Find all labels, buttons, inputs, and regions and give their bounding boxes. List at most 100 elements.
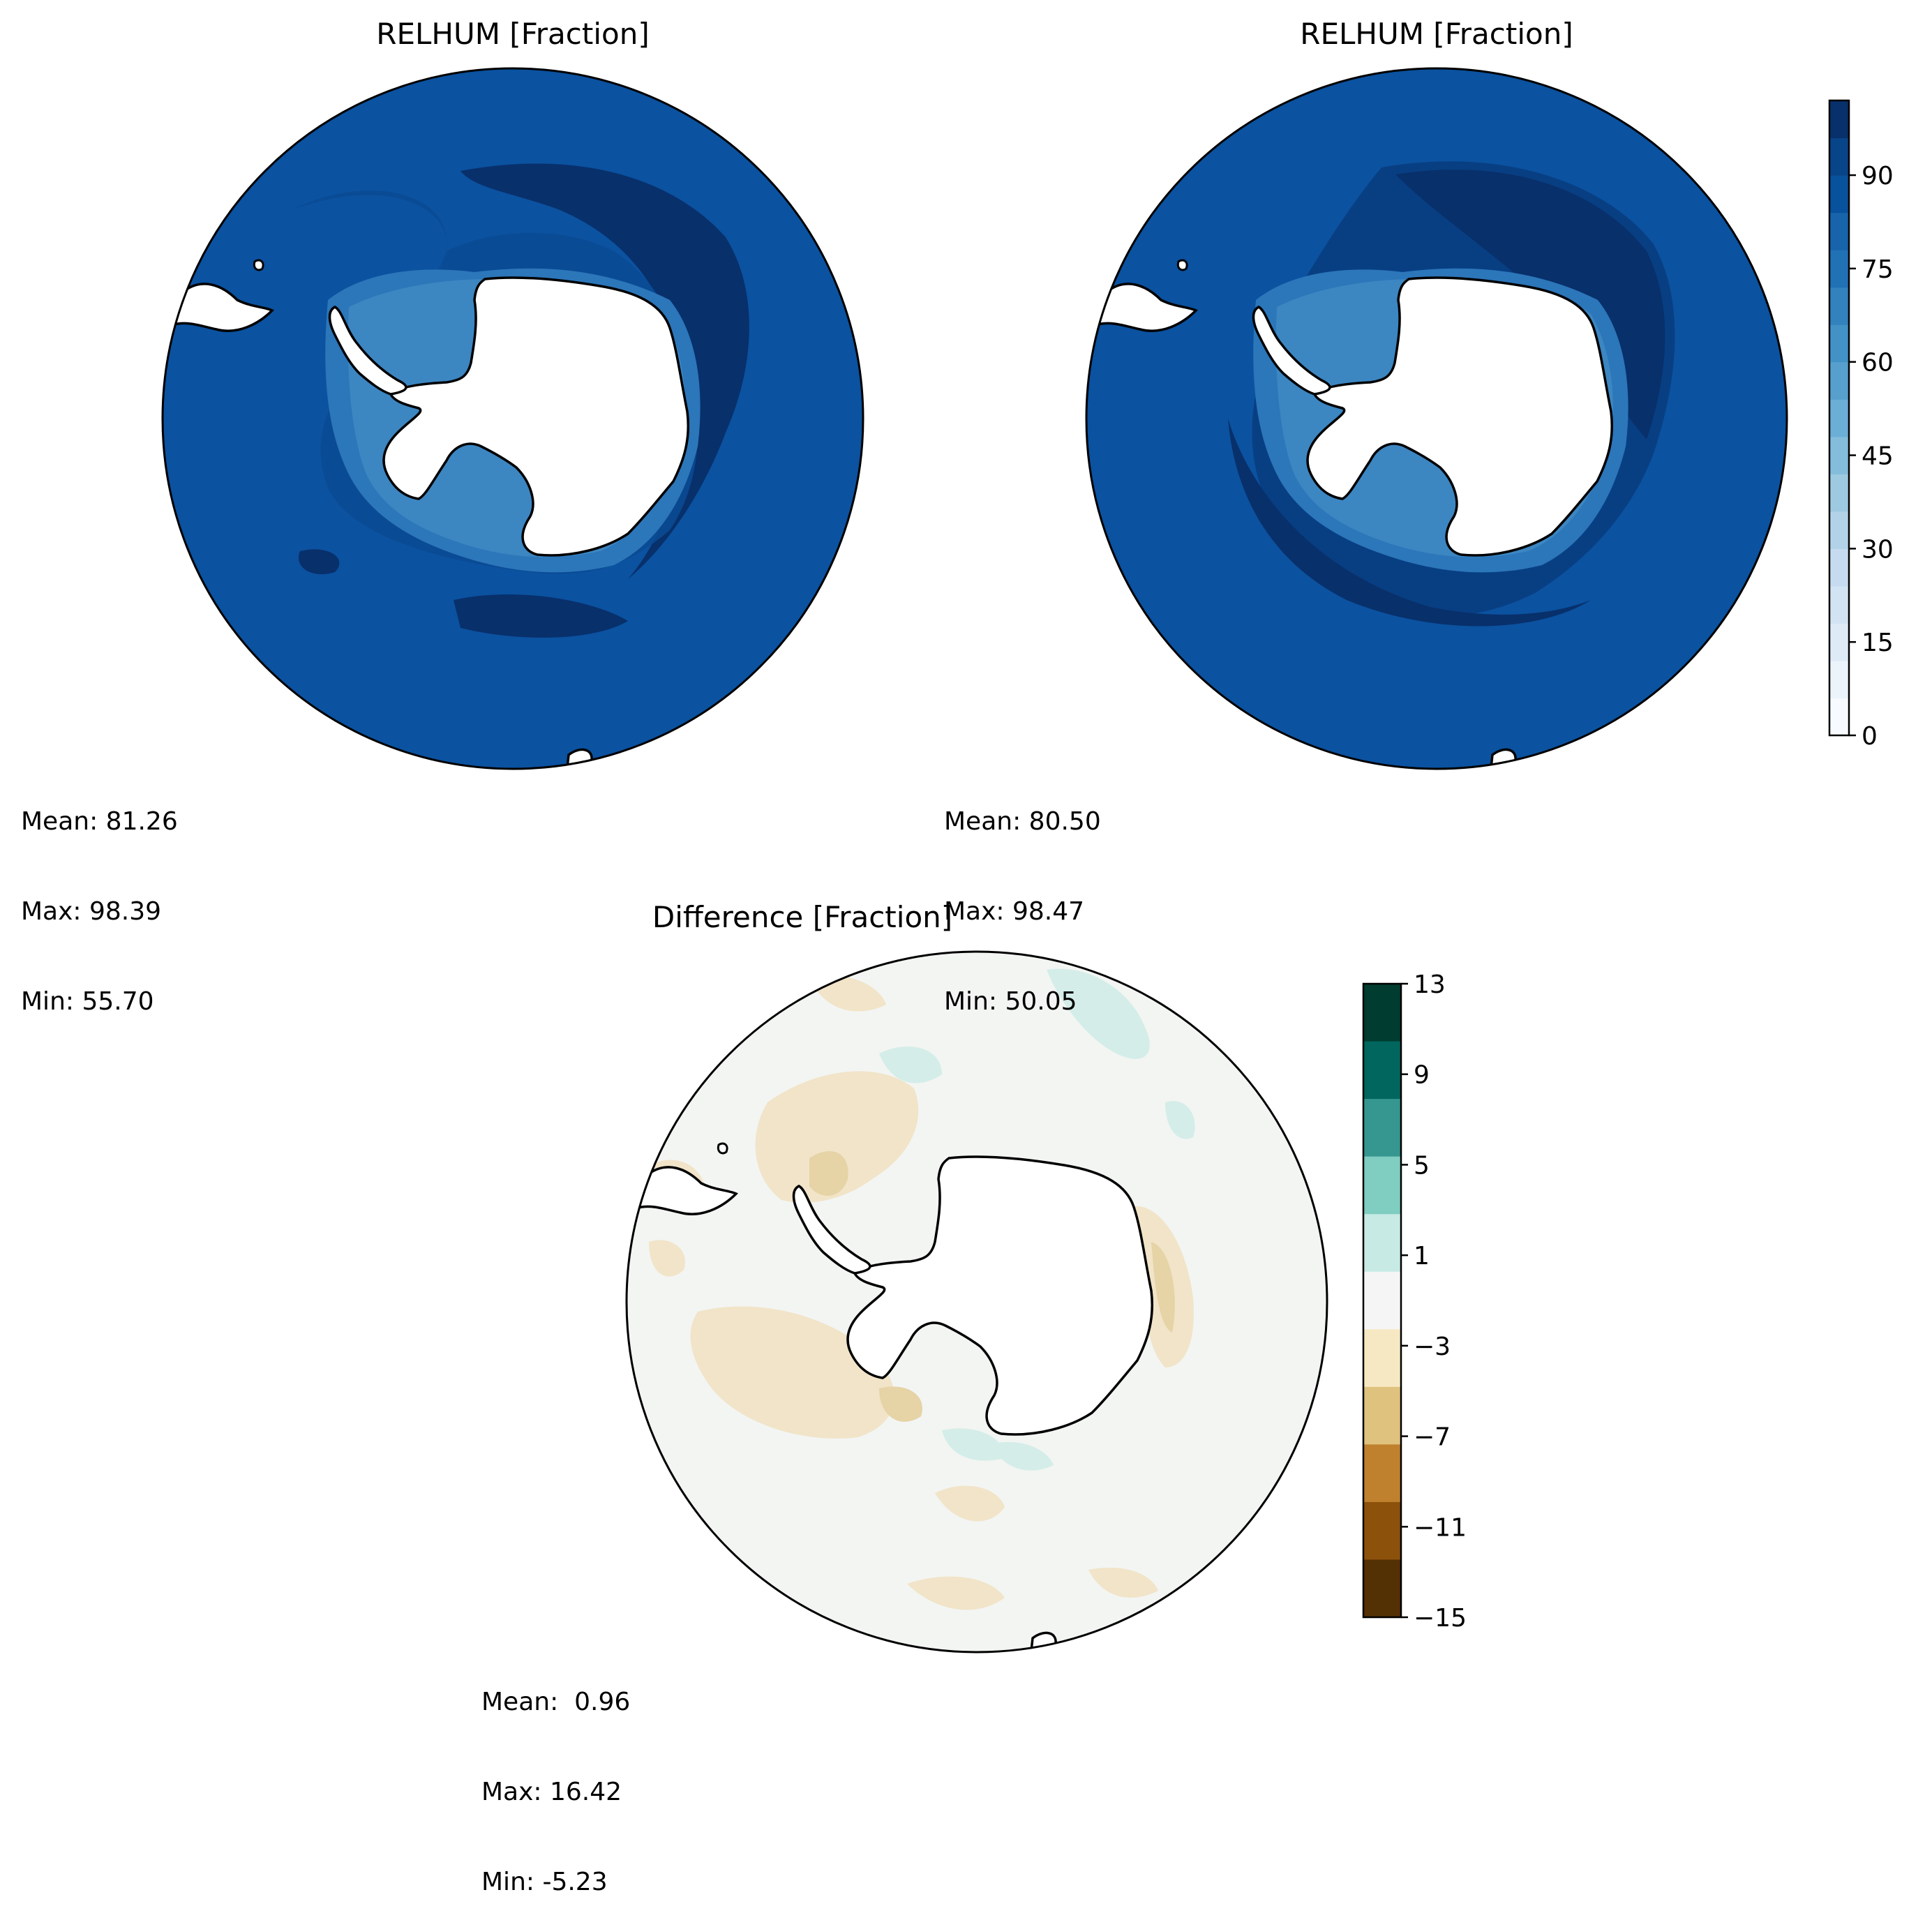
diff-positive-patch — [991, 1441, 1054, 1471]
antarctic-peninsula — [1252, 306, 1331, 396]
stats-block-test: Mean: 81.26 Max: 98.39 Min: 55.70 — [21, 747, 178, 1047]
map-boundary-reference — [1085, 67, 1788, 770]
colorbar-segment — [1829, 698, 1849, 736]
map-panel-reference — [1086, 68, 1787, 769]
stat-max: Max: 98.47 — [944, 897, 1085, 926]
stats-block-difference: Mean: 0.96 Max: 16.42 Min: -5.23 — [481, 1627, 630, 1927]
figure-canvas: 0 15 30 45 60 75 90 13 9 5 1 −3 −7 −11 −15 — [161, 67, 1894, 1654]
falkland-islands — [717, 1142, 728, 1155]
humid-band-south — [1228, 419, 1591, 627]
panel-title-difference: Difference [Fraction] — [652, 900, 953, 934]
map-panel-test — [163, 68, 863, 769]
stat-mean: Mean: 0.96 — [481, 1688, 631, 1716]
antarctica-land — [846, 1155, 1154, 1436]
diff-positive-patch — [879, 1047, 942, 1084]
diff-positive-patch — [1165, 1101, 1195, 1139]
colorbar-segment — [1829, 511, 1849, 549]
colorbar-tick-label: 90 — [1862, 162, 1894, 190]
colorbar-segment — [1829, 585, 1849, 624]
colorbar-segment — [1829, 250, 1849, 288]
colorbar-segment — [1829, 324, 1849, 363]
colorbar-segment — [1363, 1041, 1401, 1100]
diff-negative-patch — [649, 1240, 685, 1277]
stat-min: Min: 50.05 — [944, 987, 1077, 1016]
stat-mean: Mean: 80.50 — [944, 807, 1101, 836]
colorbar-segment — [1829, 474, 1849, 512]
colorbar-segment — [1363, 984, 1401, 1042]
colorbar-segment — [1829, 623, 1849, 661]
colorbar-segment — [1363, 1386, 1401, 1445]
panel-title-test: RELHUM [Fraction] — [376, 17, 650, 51]
south-america-tip — [172, 283, 274, 332]
diff-negative-patch — [1088, 1567, 1158, 1598]
colorbar-tick-label: −7 — [1414, 1423, 1451, 1452]
colorbar-tick-label: 9 — [1414, 1061, 1430, 1090]
antarctica-land — [1306, 276, 1614, 557]
colorbar-tick-label: 5 — [1414, 1151, 1430, 1180]
colorbar-segment — [1829, 660, 1849, 699]
antarctic-peninsula — [792, 1185, 871, 1275]
colorbar-frame — [1362, 982, 1402, 1619]
stat-mean: Mean: 81.26 — [21, 807, 178, 836]
diff-negative-patch — [907, 1576, 1005, 1610]
colorbar-tick-label: −15 — [1414, 1604, 1467, 1633]
diff-negative-patch — [755, 1071, 919, 1203]
diff-negative-core — [809, 1151, 848, 1196]
diff-positive-patch — [1047, 968, 1150, 1059]
south-america-tip — [1096, 283, 1198, 332]
colorbar-segment — [1829, 436, 1849, 474]
colorbar-tick-label: −3 — [1414, 1333, 1451, 1361]
colorbar-tick-label: 0 — [1862, 722, 1878, 751]
colorbar-segment — [1829, 361, 1849, 400]
falkland-islands — [1176, 259, 1188, 271]
colorbar-segment — [1829, 175, 1849, 213]
map-boundary-difference — [625, 950, 1328, 1654]
colorbar-tick-label: 45 — [1862, 442, 1894, 471]
colorbar-tick-label: 75 — [1862, 255, 1894, 284]
colorbar-segment — [1363, 1156, 1401, 1215]
colorbar-tick-label: −11 — [1414, 1513, 1467, 1542]
colorbar-segment — [1363, 1501, 1401, 1561]
antarctica-land — [384, 278, 689, 555]
diff-negative-patch — [690, 1306, 895, 1439]
stats-block-reference: Mean: 80.50 Max: 98.47 Min: 50.05 — [944, 747, 1101, 1047]
antarctica-coastline — [382, 276, 690, 557]
colorbar-segment — [1363, 1444, 1401, 1503]
colorbar-relhum: 0 15 30 45 60 75 90 — [1828, 99, 1894, 751]
map-panel-difference — [627, 952, 1327, 1652]
colorbar-segment — [1829, 212, 1849, 250]
colorbar-tick-label: 1 — [1414, 1242, 1430, 1270]
colorbar-segment — [1363, 1099, 1401, 1157]
colorbar-segment — [1363, 1559, 1401, 1618]
colorbar-segment — [1829, 100, 1849, 139]
colorbar-segment — [1829, 137, 1849, 176]
colorbar-segment — [1363, 1329, 1401, 1388]
colorbar-tick-label: 60 — [1862, 349, 1894, 377]
stat-max: Max: 16.42 — [481, 1778, 622, 1806]
falkland-islands — [253, 259, 264, 271]
colorbar-difference: 13 9 5 1 −3 −7 −11 −15 — [1362, 970, 1467, 1633]
colorbar-segment — [1829, 548, 1849, 587]
stat-min: Min: 55.70 — [21, 987, 154, 1016]
humid-band-south — [454, 594, 628, 638]
humid-patch — [299, 549, 340, 575]
antarctic-peninsula — [328, 306, 407, 396]
map-boundary-test — [161, 67, 864, 770]
south-america-tip — [636, 1166, 738, 1215]
stat-min: Min: -5.23 — [481, 1868, 608, 1896]
diff-negative-core — [879, 1386, 922, 1422]
colorbar-tick-label: 13 — [1414, 970, 1446, 999]
colorbar-segment — [1363, 1214, 1401, 1273]
stat-max: Max: 98.39 — [21, 897, 162, 926]
diff-positive-patch — [942, 1428, 1005, 1461]
colorbar-tick-label: 15 — [1862, 629, 1894, 657]
colorbar-tick-label: 30 — [1862, 535, 1894, 564]
humid-band-east — [460, 163, 749, 580]
diff-negative-core — [1151, 1242, 1175, 1333]
colorbar-segment — [1829, 287, 1849, 325]
colorbar-segment — [1829, 399, 1849, 437]
diff-negative-patch — [935, 1485, 1005, 1522]
colorbar-segment — [1363, 1271, 1401, 1330]
panel-title-reference: RELHUM [Fraction] — [1300, 17, 1573, 51]
colorbar-frame — [1828, 99, 1850, 737]
